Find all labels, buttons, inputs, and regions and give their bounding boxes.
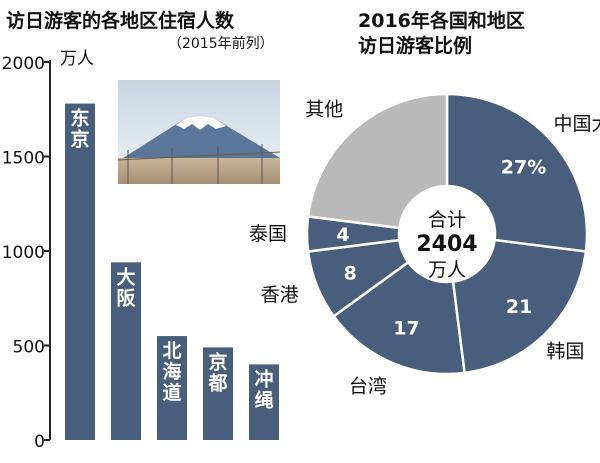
bar-label-char: 海 <box>162 360 181 383</box>
y-tick-label: 500 <box>13 338 45 358</box>
pie-category-label: 台湾 <box>349 375 387 397</box>
pie-slice-1 <box>451 238 588 375</box>
pie-category-label: 韩国 <box>546 340 584 362</box>
y-tick-label: 0 <box>34 432 45 452</box>
pie-category-label: 其他 <box>305 98 343 120</box>
bar-chart-title: 访日游客的各地区住宿人数 <box>6 9 235 32</box>
pie-value-label: 27% <box>501 157 546 179</box>
y-axis-unit: 万人 <box>60 49 94 69</box>
bar-label-char: 都 <box>207 372 227 394</box>
bar-chart-axes: 0 500 1000 1500 2000 <box>2 54 51 452</box>
bar-label-char: 阪 <box>116 286 136 309</box>
bar-3 <box>203 347 233 440</box>
bar-label-char: 道 <box>162 381 181 404</box>
y-tick-label: 1500 <box>2 149 45 169</box>
pie-value-label: 17 <box>393 318 419 340</box>
pie-chart-title-line-1: 2016年各国和地区 <box>358 9 525 32</box>
pie-category-label: 香港 <box>261 284 299 306</box>
pie-slice-0 <box>445 92 589 253</box>
pie-category-label: 泰国 <box>249 223 287 245</box>
pie-center-total-unit: 万人 <box>428 259 466 281</box>
pie-value-label: 21 <box>506 296 532 318</box>
bar-0 <box>65 103 95 440</box>
pie-slice-2 <box>331 260 466 376</box>
y-tick-label: 1000 <box>2 243 45 263</box>
bar-chart-subtitle: （2015年前列） <box>168 35 274 52</box>
pie-value-label: 8 <box>344 262 357 284</box>
bar-4 <box>249 364 279 440</box>
bar-label-char: 绳 <box>254 388 273 411</box>
pie-category-label: 中国大陆 <box>554 113 600 135</box>
pie-slice-5 <box>306 92 449 230</box>
pie-chart-title-line-2: 访日游客比例 <box>358 34 472 57</box>
bar-2 <box>157 336 187 440</box>
bar-label-char: 京 <box>70 128 89 151</box>
bar-label-char: 北 <box>162 340 181 362</box>
bar-1 <box>111 262 141 440</box>
pie-center-hole <box>400 187 494 281</box>
y-tick-label: 2000 <box>2 54 45 74</box>
pie-center-total-value: 2404 <box>416 232 477 257</box>
mount-fuji-illustration <box>117 80 281 184</box>
bar-label-char: 冲 <box>254 367 273 390</box>
bar-label-char: 东 <box>70 107 89 130</box>
bar-label-char: 大 <box>116 265 135 288</box>
pie-center-total-label: 合计 <box>428 209 466 231</box>
pie-value-label: 4 <box>336 224 349 246</box>
bar-label-char: 京 <box>208 350 227 373</box>
pie-chart: 27% 中国大陆 21 韩国 17 台湾 8 香港 4 泰国 其他 <box>249 92 600 397</box>
